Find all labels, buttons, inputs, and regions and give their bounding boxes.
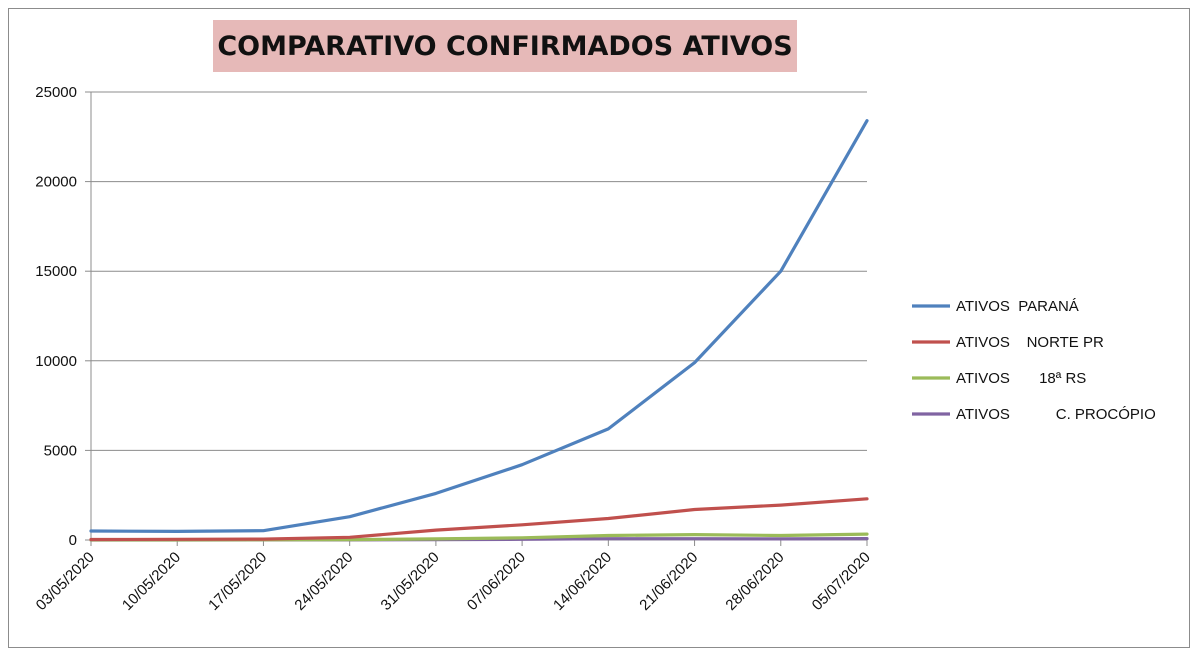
- y-tick-label: 10000: [35, 353, 77, 370]
- x-tick-label: 17/05/2020: [205, 549, 270, 614]
- legend-label-3: ATIVOS C. PROCÓPIO: [956, 406, 1156, 423]
- chart-title: COMPARATIVO CONFIRMADOS ATIVOS: [217, 30, 793, 62]
- x-tick-label: 31/05/2020: [378, 549, 443, 614]
- x-tick-label: 07/06/2020: [464, 549, 529, 614]
- x-tick-label: 10/05/2020: [119, 549, 184, 614]
- y-tick-label: 25000: [35, 84, 77, 101]
- legend-label-2: ATIVOS 18ª RS: [956, 370, 1086, 387]
- series-line-1: [89, 497, 869, 542]
- y-tick-label: 15000: [35, 263, 77, 280]
- x-tick-label: 24/05/2020: [291, 549, 356, 614]
- y-tick-label: 20000: [35, 174, 77, 191]
- x-tick-label: 03/05/2020: [33, 549, 98, 614]
- chart-title-box: COMPARATIVO CONFIRMADOS ATIVOS: [213, 20, 797, 72]
- y-tick-label: 5000: [44, 442, 77, 459]
- legend-label-0: ATIVOS PARANÁ: [956, 298, 1079, 315]
- series-line-0: [89, 119, 869, 534]
- x-tick-label: 14/06/2020: [550, 549, 615, 614]
- x-tick-label: 05/07/2020: [809, 549, 874, 614]
- y-tick-label: 0: [69, 532, 77, 549]
- x-tick-label: 28/06/2020: [722, 549, 787, 614]
- legend-label-1: ATIVOS NORTE PR: [956, 334, 1104, 351]
- x-tick-label: 21/06/2020: [636, 549, 701, 614]
